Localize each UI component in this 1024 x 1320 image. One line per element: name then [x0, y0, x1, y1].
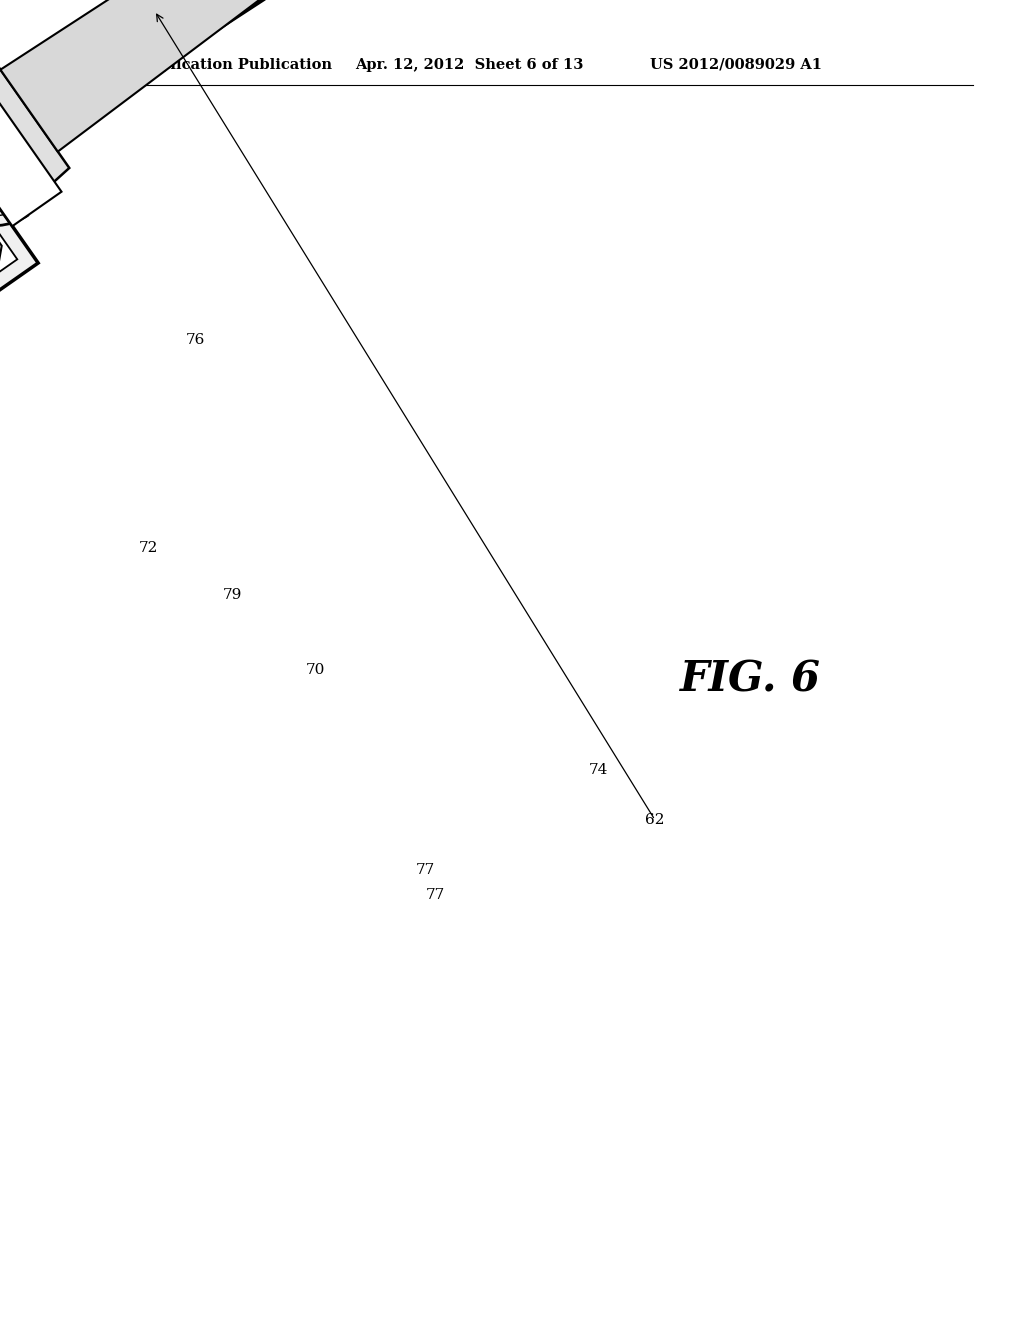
Text: 70: 70	[305, 663, 325, 677]
Polygon shape	[0, 77, 61, 226]
Polygon shape	[0, 53, 70, 222]
Text: 77: 77	[416, 863, 434, 876]
Text: Apr. 12, 2012  Sheet 6 of 13: Apr. 12, 2012 Sheet 6 of 13	[355, 58, 584, 73]
Text: 77: 77	[425, 888, 444, 902]
Text: 72: 72	[138, 541, 158, 554]
Text: US 2012/0089029 A1: US 2012/0089029 A1	[650, 58, 822, 73]
Text: 76: 76	[185, 333, 205, 347]
Polygon shape	[0, 111, 2, 399]
Text: 79: 79	[222, 587, 242, 602]
Polygon shape	[0, 75, 38, 636]
Text: Patent Application Publication: Patent Application Publication	[80, 58, 332, 73]
Text: 62: 62	[645, 813, 665, 828]
Polygon shape	[0, 0, 290, 152]
Text: FIG. 6: FIG. 6	[680, 659, 820, 701]
Text: 74: 74	[589, 763, 607, 777]
Polygon shape	[0, 94, 17, 615]
